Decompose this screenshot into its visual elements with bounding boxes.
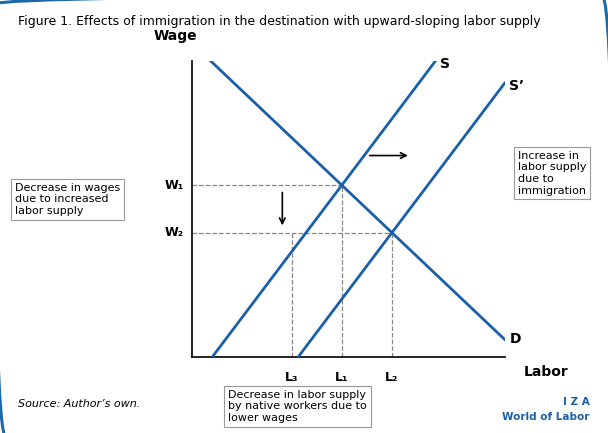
Text: W₂: W₂ (165, 226, 184, 239)
Text: World of Labor: World of Labor (502, 412, 590, 422)
Text: L₃: L₃ (285, 371, 299, 384)
Text: S: S (440, 57, 451, 71)
Text: Increase in
labor supply
due to
immigration: Increase in labor supply due to immigrat… (518, 151, 587, 196)
Text: I Z A: I Z A (563, 397, 590, 407)
Text: L₂: L₂ (385, 371, 399, 384)
Text: Wage: Wage (154, 29, 198, 43)
Text: Decrease in labor supply
by native workers due to
lower wages: Decrease in labor supply by native worke… (228, 390, 367, 423)
Text: W₁: W₁ (164, 179, 184, 192)
Text: Source: Author’s own.: Source: Author’s own. (18, 399, 140, 409)
Text: Decrease in wages
due to increased
labor supply: Decrease in wages due to increased labor… (15, 183, 120, 216)
Text: S’: S’ (510, 79, 525, 93)
Text: Figure 1. Effects of immigration in the destination with upward-sloping labor su: Figure 1. Effects of immigration in the … (18, 15, 541, 28)
Text: L₁: L₁ (335, 371, 348, 384)
Text: D: D (510, 333, 521, 346)
Text: Labor: Labor (523, 365, 568, 379)
